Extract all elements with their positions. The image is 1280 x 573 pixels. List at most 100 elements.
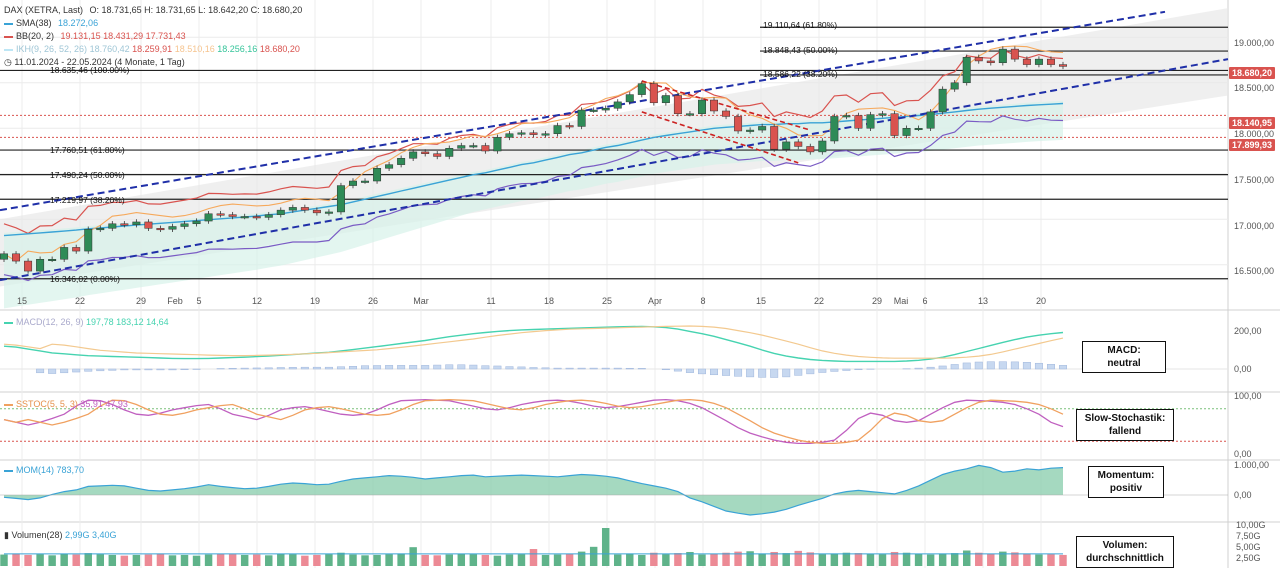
volume-bar: [373, 555, 380, 566]
macd-histogram-bar: [265, 368, 272, 369]
candle-body: [650, 84, 657, 103]
macd-histogram-bar: [169, 369, 176, 370]
macd-histogram-bar: [145, 369, 152, 370]
momentum-area: [4, 465, 1063, 515]
volume-bar: [109, 555, 116, 566]
stoch-values: 35,91 47,93: [80, 399, 128, 409]
x-axis-label: 19: [310, 296, 320, 306]
candle-body: [782, 142, 789, 149]
legend-mom: MOM(14) 783,70: [4, 465, 84, 475]
fib-label-1: 19.110,64 (61.80%): [763, 20, 837, 30]
volume-bar: [72, 555, 79, 566]
volume-bar: [48, 555, 55, 566]
macd-histogram-bar: [566, 368, 573, 369]
macd-histogram-bar: [819, 369, 826, 372]
candle-body: [1035, 59, 1042, 64]
ichimoku-value-3: 18.510,16: [175, 44, 215, 54]
candle-body: [60, 247, 67, 259]
volume-bar: [0, 555, 7, 566]
candle-body: [638, 84, 645, 95]
macd-histogram-bar: [121, 369, 128, 370]
candle-body: [337, 186, 344, 212]
macd-histogram-bar: [698, 369, 705, 374]
volume-bar: [482, 555, 489, 566]
candle-body: [145, 222, 152, 228]
candle-body: [602, 108, 609, 110]
x-axis-label: 25: [602, 296, 612, 306]
volume-bar: [951, 553, 958, 566]
ichimoku-swatch: [4, 49, 13, 51]
macd-label: MACD(12, 26, 9): [16, 317, 84, 327]
mom-swatch: [4, 470, 13, 472]
vol-axis-label: 2,50G: [1236, 553, 1261, 563]
macd-histogram-bar: [915, 368, 922, 369]
macd-histogram-bar: [421, 365, 428, 369]
candle-body: [349, 181, 356, 186]
stoch-signal-box: Slow-Stochastik: fallend: [1076, 409, 1174, 441]
macd-histogram-bar: [373, 366, 380, 369]
volume-bar: [121, 556, 128, 566]
sma-label: SMA(38): [16, 18, 52, 28]
candle-body: [121, 224, 128, 226]
volume-bar: [758, 553, 765, 566]
macd-signal-line: [4, 326, 1063, 358]
candle-body: [361, 181, 368, 183]
clock-icon: ◷: [4, 57, 12, 67]
macd-histogram-bar: [1023, 362, 1030, 369]
ichimoku-label: IKH(9, 26, 52, 26): [16, 44, 87, 54]
candle-body: [36, 259, 43, 271]
price-axis-label: 18.500,00: [1234, 83, 1274, 93]
macd-histogram-bar: [48, 369, 55, 374]
volume-bar: [265, 555, 272, 566]
candle-body: [807, 146, 814, 151]
volume-bar: [807, 552, 814, 566]
candle-body: [867, 115, 874, 129]
macd-histogram-bar: [36, 369, 43, 373]
candle-body: [385, 165, 392, 169]
volume-bar: [614, 555, 621, 566]
macd-histogram-bar: [831, 369, 838, 371]
candle-body: [698, 100, 705, 114]
volume-bar: [385, 554, 392, 566]
candle-body: [12, 254, 19, 261]
vol-label: Volumen(28): [11, 530, 62, 540]
macd-histogram-bar: [662, 369, 669, 370]
x-axis-label: 15: [17, 296, 27, 306]
candle-body: [253, 216, 260, 218]
volume-bar: [590, 547, 597, 566]
candle-body: [193, 221, 200, 224]
macd-histogram-bar: [999, 362, 1006, 369]
price-axis-label: 17.500,00: [1234, 175, 1274, 185]
macd-histogram-bar: [397, 365, 404, 369]
macd-histogram-bar: [963, 363, 970, 369]
candle-body: [313, 210, 320, 213]
volume-bar: [24, 555, 31, 566]
macd-histogram-bar: [638, 368, 645, 369]
x-axis-label: Mar: [413, 296, 429, 306]
macd-histogram-bar: [446, 365, 453, 369]
legend-ichimoku: IKH(9, 26, 52, 26) 18.760,42 18.259,91 1…: [4, 44, 300, 54]
macd-histogram-bar: [927, 367, 934, 369]
volume-bar: [602, 528, 609, 566]
instrument-label: DAX (XETRA, Last): [4, 5, 83, 15]
candle-body: [855, 116, 862, 129]
macd-histogram-bar: [482, 366, 489, 369]
vol-box-value: durchschnittlich: [1081, 552, 1169, 565]
mom-axis-label: 0,00: [1234, 490, 1252, 500]
candle-body: [397, 158, 404, 164]
x-axis-label: 29: [872, 296, 882, 306]
fib-label-5: 17.760,51 (61.80%): [50, 145, 125, 155]
candle-body: [819, 141, 826, 152]
candle-body: [566, 126, 573, 128]
fib-label-7: 17.219,97 (38.20%): [50, 195, 125, 205]
macd-histogram-bar: [975, 362, 982, 369]
macd-histogram-bar: [349, 366, 356, 369]
macd-histogram-bar: [951, 364, 958, 369]
volume-bar: [1059, 555, 1066, 566]
x-axis-label: 11: [486, 296, 495, 306]
volume-bar: [169, 555, 176, 566]
volume-bar: [36, 554, 43, 566]
x-axis-label: 29: [136, 296, 146, 306]
candle-body: [722, 111, 729, 116]
volume-bar: [1035, 555, 1042, 566]
